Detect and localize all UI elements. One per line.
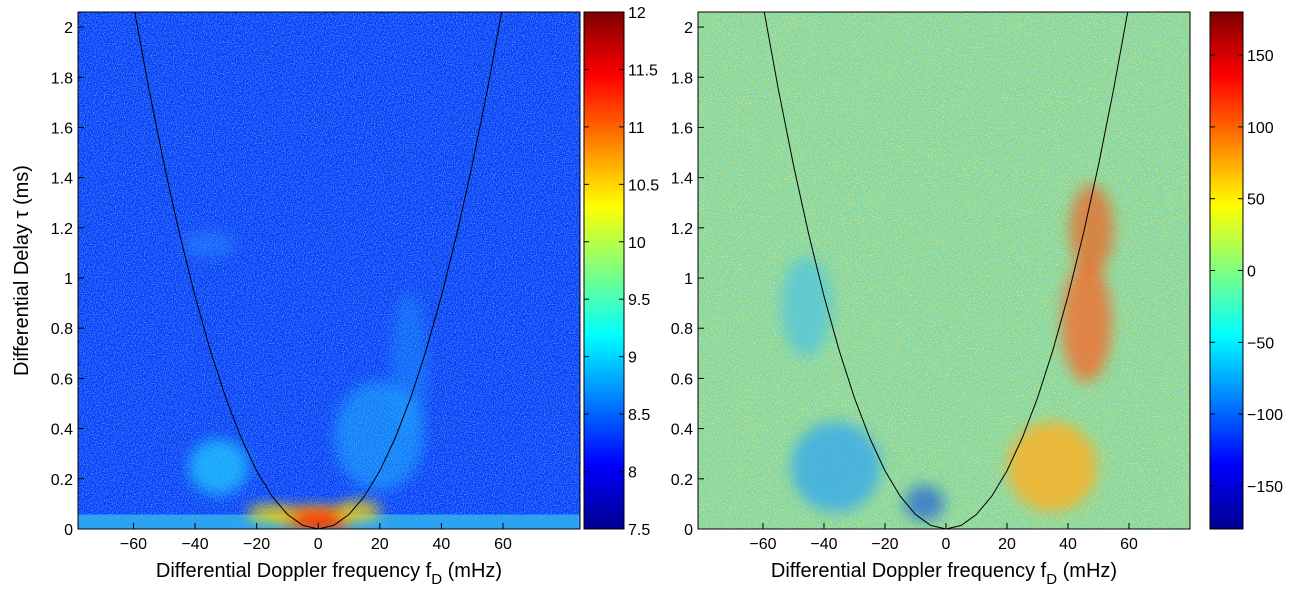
- heatmap-feature: [781, 256, 832, 357]
- panel: −60 −40 −20 0 20 40 6000.20.40.60.811.21.41.61…: [671, 11, 1283, 588]
- x-axis-label-unit: (mHz): [442, 560, 502, 582]
- parabola-curve: [763, 12, 1129, 529]
- heatmap-feature: [1007, 421, 1098, 512]
- y-tick-label: 0: [684, 522, 693, 539]
- axes-frame: [77, 11, 581, 530]
- colorbar: [583, 11, 625, 530]
- x-axis-label-unit: (mHz): [1057, 560, 1117, 582]
- x-axis-label: Differential Doppler frequency fD (mHz): [771, 560, 1117, 588]
- y-tick-label: 1.2: [51, 221, 73, 238]
- x-tick-label: −40: [181, 536, 208, 553]
- colorbar-tick-label: 9: [628, 350, 637, 367]
- x-axis-label-sub: D: [1046, 571, 1057, 588]
- heatmap-feature: [790, 421, 881, 512]
- axes-frame: [697, 11, 1191, 530]
- x-tick-label: −20: [871, 536, 898, 553]
- colorbar-tick-label: 7.5: [628, 522, 650, 539]
- x-axis-label: Differential Doppler frequency fD (mHz): [156, 560, 502, 588]
- x-tick-label: −40: [810, 536, 837, 553]
- heatmap-feature: [1069, 184, 1114, 275]
- colorbar-tick-label: 8: [628, 465, 637, 482]
- heatmap-feature: [246, 504, 291, 523]
- heatmap: [698, 12, 1190, 529]
- colorbar-tick-label: −150: [1247, 479, 1283, 496]
- colorbar-tick-label: 150: [1247, 48, 1274, 65]
- x-tick-label: 60: [494, 536, 512, 553]
- x-tick-label: −20: [243, 536, 270, 553]
- heatmap-feature: [180, 232, 237, 257]
- y-tick-label: 1.4: [51, 171, 73, 188]
- y-tick-label: 1: [64, 271, 73, 288]
- x-tick-label: 40: [433, 536, 451, 553]
- colorbar-tick-label: 8.5: [628, 407, 650, 424]
- panel: −60 −40 −20 0 20 40 60 0 0.2 0.4 0.6 0.8 1 1.2 1.4 1.6 1…: [11, 5, 659, 588]
- y-tick-label: 1.6: [51, 120, 73, 137]
- colorbar-tick-label: −100: [1247, 407, 1283, 424]
- x-tick-label: 0: [314, 536, 323, 553]
- y-tick-label: 1.6: [671, 120, 693, 137]
- y-tick-label: 0.4: [51, 422, 73, 439]
- heatmap-feature: [337, 500, 382, 521]
- y-tick-label: 0: [64, 522, 73, 539]
- x-axis-label-sub: D: [431, 571, 442, 588]
- y-tick-label: 0.6: [671, 371, 693, 388]
- x-tick-label: 40: [1059, 536, 1077, 553]
- x-tick-label: 60: [1120, 536, 1138, 553]
- y-tick-label: 0.8: [671, 321, 693, 338]
- y-tick-label: 2: [64, 20, 73, 37]
- x-tick-label: −60: [120, 536, 147, 553]
- heatmap-feature: [1061, 262, 1112, 383]
- colorbar-tick-label: 10: [628, 235, 646, 252]
- x-tick-label: 0: [942, 536, 951, 553]
- colorbar-tick-label: 50: [1247, 192, 1265, 209]
- y-tick-label: 1.4: [671, 171, 693, 188]
- y-tick-label: 0.2: [51, 472, 73, 489]
- colorbar-tick-label: 11.5: [628, 62, 658, 79]
- heatmap: [78, 12, 580, 529]
- y-tick-label: 2: [684, 20, 693, 37]
- x-tick-label: 20: [998, 536, 1016, 553]
- heatmap-noise: [698, 12, 1190, 529]
- x-axis-label-text: Differential Doppler frequency f: [156, 560, 432, 582]
- colorbar-tick-label: 9.5: [628, 292, 650, 309]
- colorbar-tick-label: 100: [1247, 120, 1274, 137]
- heatmap-feature: [188, 438, 249, 495]
- colorbar-tick-label: 11: [628, 120, 645, 137]
- colorbar-tick-label: 0: [1247, 264, 1256, 281]
- y-tick-label: 1.8: [671, 70, 693, 87]
- y-tick-label: 0.4: [671, 422, 693, 439]
- y-tick-label: 1.2: [671, 221, 693, 238]
- heatmap-feature: [391, 293, 428, 434]
- y-tick-label: 0.2: [671, 472, 693, 489]
- colorbar-tick-label: 10.5: [628, 177, 659, 194]
- heatmap-feature: [904, 485, 945, 522]
- x-tick-label: 20: [371, 536, 389, 553]
- x-axis-label-text: Differential Doppler frequency f: [771, 560, 1047, 582]
- parabola-curve: [134, 12, 503, 529]
- colorbar-tick-label: 12: [628, 5, 646, 22]
- heatmap-noise: [78, 12, 580, 529]
- y-tick-label: 0.8: [51, 321, 73, 338]
- colorbar-tick-label: −50: [1247, 335, 1274, 352]
- y-tick-label: 1: [684, 271, 693, 288]
- y-axis-label: Differential Delay τ (ms): [11, 165, 33, 376]
- y-tick-label: 1.8: [51, 70, 73, 87]
- y-tick-label: 0.6: [51, 371, 73, 388]
- x-tick-label: −60: [749, 536, 776, 553]
